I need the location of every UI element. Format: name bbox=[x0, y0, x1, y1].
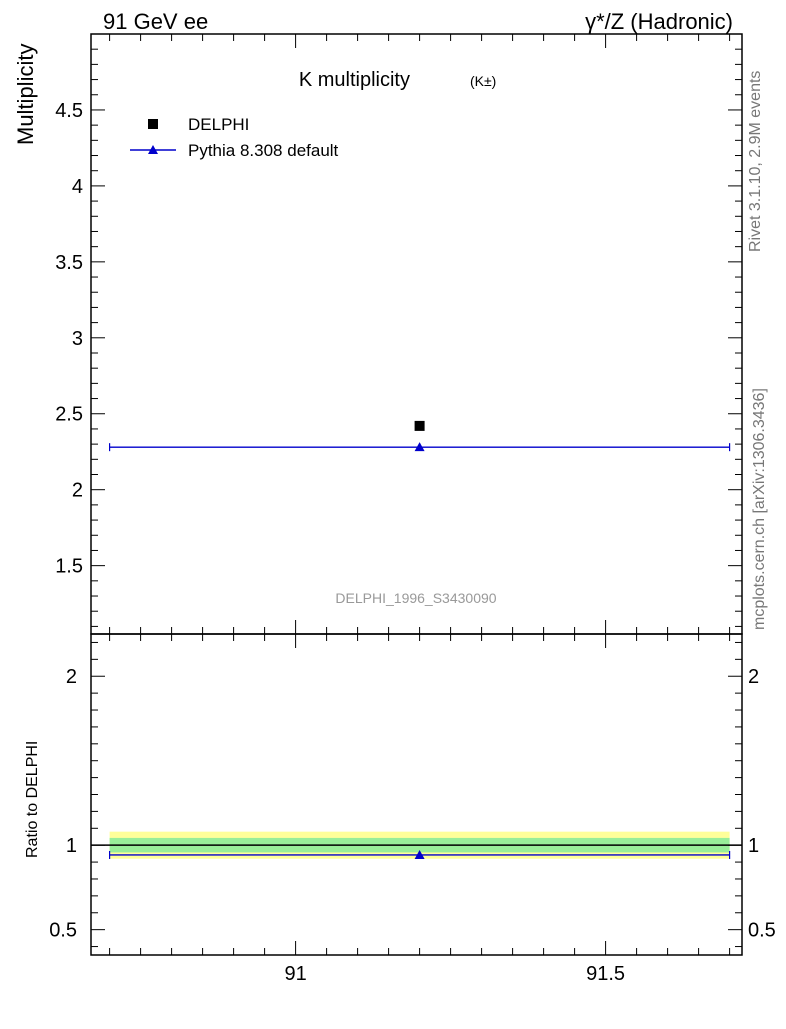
main-y-tick-label: 2 bbox=[72, 480, 83, 502]
ratio-y-tick-label-right: 1 bbox=[748, 835, 759, 857]
rivet-note: Rivet 3.1.10, 2.9M events bbox=[747, 71, 764, 252]
ratio-y-tick-label-right: 0.5 bbox=[748, 920, 776, 942]
main-y-tick-label: 3 bbox=[72, 328, 83, 350]
main-y-tick-label: 3.5 bbox=[55, 252, 83, 274]
ratio-panel-frame bbox=[90, 633, 743, 956]
main-y-tick-label: 4.5 bbox=[55, 100, 83, 122]
x-tick-label: 91.5 bbox=[586, 963, 625, 985]
ratio-y-tick-label-left: 2 bbox=[66, 666, 77, 688]
legend-marker-pythia bbox=[148, 145, 158, 154]
analysis-watermark: DELPHI_1996_S3430090 bbox=[335, 590, 496, 606]
main-ylabel: Multiplicity bbox=[13, 44, 38, 145]
legend-marker-delphi bbox=[148, 119, 158, 129]
main-title-suffix: (K±) bbox=[470, 73, 496, 89]
main-panel-marks bbox=[108, 420, 731, 452]
header-right-label: γ*/Z (Hadronic) bbox=[585, 9, 733, 34]
ratio-y-tick-label-left: 1 bbox=[66, 835, 77, 857]
ratio-y-tick-label-right: 2 bbox=[748, 666, 759, 688]
ratio-y-tick-label-left: 0.5 bbox=[49, 920, 77, 942]
delphi-point bbox=[414, 420, 425, 431]
main-y-tick-label: 1.5 bbox=[55, 556, 83, 578]
legend-label-delphi: DELPHI bbox=[188, 115, 249, 134]
main-y-tick-label: 2.5 bbox=[55, 404, 83, 426]
ratio-ylabel: Ratio to DELPHI bbox=[24, 741, 41, 858]
x-tick-label: 91 bbox=[284, 963, 306, 985]
legend-label-pythia: Pythia 8.308 default bbox=[188, 141, 339, 160]
ratio-panel-marks bbox=[108, 849, 731, 859]
axis-tick-labels: 1.5 2 2.5 3 3.5 4 4.5 91 91.5 0.5 0.5 1 1 2 2 bbox=[49, 100, 776, 985]
header-left-label: 91 GeV ee bbox=[103, 9, 208, 34]
main-title: K multiplicity bbox=[299, 69, 410, 91]
pythia-point bbox=[414, 442, 425, 452]
pythia-ratio-point bbox=[414, 849, 425, 859]
mcplots-note: mcplots.cern.ch [arXiv:1306.3436] bbox=[751, 388, 768, 630]
main-y-tick-label: 4 bbox=[72, 176, 83, 198]
axis-ticks bbox=[91, 33, 742, 955]
